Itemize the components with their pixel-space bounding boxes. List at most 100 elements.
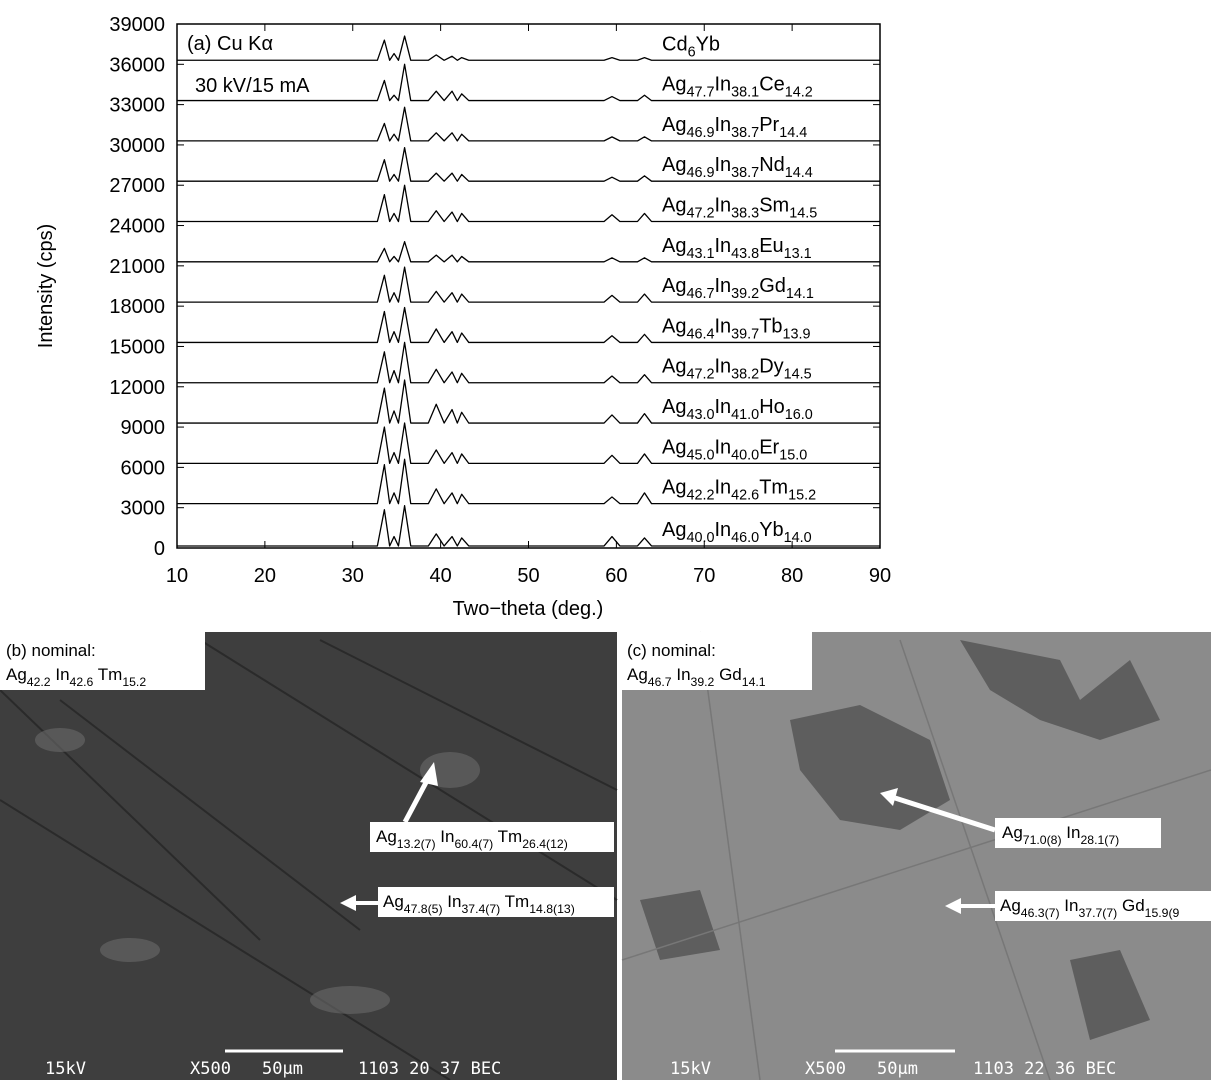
y-tick-label: 24000 (109, 216, 165, 238)
arrow-head (420, 762, 438, 786)
texture (640, 640, 1160, 1040)
sem-footer: 1103 20 37 BEC (358, 1059, 501, 1079)
y-tick-label: 36000 (109, 54, 165, 76)
x-tick-label: 10 (166, 565, 188, 587)
x-tick-label: 30 (342, 565, 364, 587)
x-tick-label: 50 (517, 565, 539, 587)
y-tick-label: 12000 (109, 377, 165, 399)
y-tick-label: 3000 (121, 498, 166, 520)
series-label: Ag47.2In38.2Dy14.5 (662, 356, 812, 383)
y-tick-label: 6000 (121, 457, 166, 479)
arrow-head (340, 895, 356, 911)
callout: Ag46.3(7) In37.7(7) Gd15.9(9 (1000, 896, 1180, 920)
blob (310, 986, 390, 1014)
y-tick-label: 9000 (121, 417, 166, 439)
blob (100, 938, 160, 962)
phase-region (790, 705, 950, 830)
xrd-pattern (177, 63, 880, 102)
sem-panel-b: (b) nominal: Ag42.2 In42.6 Tm15.2 Ag13.2… (0, 632, 618, 1080)
series-label: Ag46.9In38.7Nd14.4 (662, 154, 813, 181)
sem-footer: 1103 22 36 BEC (973, 1059, 1116, 1079)
y-tick-label: 18000 (109, 296, 165, 318)
callout-box (378, 887, 614, 917)
y-tick-label: 15000 (109, 336, 165, 358)
y-tick-label: 0 (154, 538, 165, 560)
callout-box (370, 822, 614, 852)
xrd-pattern (177, 266, 880, 303)
series-label: Cd6Yb (662, 33, 720, 60)
phase-region (1070, 950, 1150, 1040)
x-tick-label: 60 (605, 565, 627, 587)
xrd-pattern (177, 35, 880, 61)
x-tick-label: 70 (693, 565, 715, 587)
sem-footer: X500 (805, 1059, 846, 1079)
y-tick-label: 33000 (109, 95, 165, 117)
series-label: Ag40.0In46.0Yb14.0 (662, 519, 812, 546)
x-tick-label: 20 (254, 565, 276, 587)
blob (35, 728, 85, 752)
series-label: Ag46.7In39.2Gd14.1 (662, 275, 814, 302)
series-label: Ag47.7In38.1Ce14.2 (662, 74, 813, 101)
scratch (621, 769, 1211, 961)
panel-composition: Ag42.2 In42.6 Tm15.2 (6, 665, 146, 689)
scratch (0, 799, 451, 1080)
scratch (59, 699, 361, 931)
y-tick-label: 21000 (109, 256, 165, 278)
sem-image (0, 632, 617, 1080)
scratch (899, 639, 1051, 1080)
panel-label: (c) nominal: (627, 641, 716, 660)
series-label: Ag46.9In38.7Pr14.4 (662, 114, 807, 141)
callout: Ag71.0(8) In28.1(7) (1002, 823, 1119, 847)
xrd-pattern (177, 422, 880, 464)
xrd-pattern (177, 146, 880, 182)
panel-label: (b) nominal: (6, 641, 96, 660)
x-tick-label: 90 (869, 565, 891, 587)
sem-footer: X500 (190, 1059, 231, 1079)
callout: Ag47.8(5) In37.4(7) Tm14.8(13) (383, 892, 575, 916)
arrow-head (880, 788, 898, 806)
x-tick-label: 40 (430, 565, 452, 587)
callout-box (995, 818, 1161, 848)
xrd-pattern (177, 306, 880, 344)
xrd-panel: (a) Cu Kα 30 kV/15 mA Two−theta (deg.) I… (35, 14, 891, 620)
xrd-pattern (177, 184, 880, 223)
phase-region (960, 640, 1160, 740)
xrd-pattern (177, 379, 880, 424)
sem-footer: 15kV (670, 1059, 711, 1079)
series-label: Ag42.2In42.6Tm15.2 (662, 477, 816, 504)
x-tick-label: 80 (781, 565, 803, 587)
scratch (319, 639, 618, 791)
sem-footer: 50µm (877, 1059, 918, 1079)
sem-footer: 15kV (45, 1059, 86, 1079)
xrd-pattern (177, 341, 880, 384)
y-tick-label: 30000 (109, 135, 165, 157)
xrd-pattern (177, 505, 880, 547)
label-box (0, 632, 205, 690)
texture (621, 631, 1211, 1080)
y-tick-label: 39000 (109, 14, 165, 36)
sem-footer: 50µm (262, 1059, 303, 1079)
arrow (894, 795, 996, 833)
scratch (199, 639, 618, 901)
series-label: Ag43.1In43.8Eu13.1 (662, 235, 812, 262)
xrd-pattern (177, 458, 880, 505)
series-label: Ag43.0In41.0Ho16.0 (662, 396, 813, 423)
series-label: Ag47.2In38.3Sm14.5 (662, 195, 817, 222)
annotation: (a) Cu Kα (187, 33, 273, 55)
label-box (622, 632, 812, 690)
scratch (699, 631, 761, 1080)
series-label: Ag46.4In39.7Tb13.9 (662, 315, 811, 342)
xrd-pattern (177, 106, 880, 142)
panel-composition: Ag46.7 In39.2 Gd14.1 (627, 665, 766, 689)
annotation: 30 kV/15 mA (195, 75, 310, 97)
y-tick-label: 27000 (109, 175, 165, 197)
xrd-pattern (177, 241, 880, 263)
callout-box (995, 891, 1211, 921)
callout: Ag13.2(7) In60.4(7) Tm26.4(12) (376, 827, 568, 851)
series-label: Ag45.0In40.0Er15.0 (662, 436, 807, 463)
arrow-head (945, 898, 961, 914)
x-axis-title: Two−theta (deg.) (453, 598, 604, 620)
sem-panel-c: (c) nominal: Ag46.7 In39.2 Gd14.1 Ag71.0… (621, 631, 1211, 1080)
y-axis-title: Intensity (cps) (35, 224, 57, 348)
